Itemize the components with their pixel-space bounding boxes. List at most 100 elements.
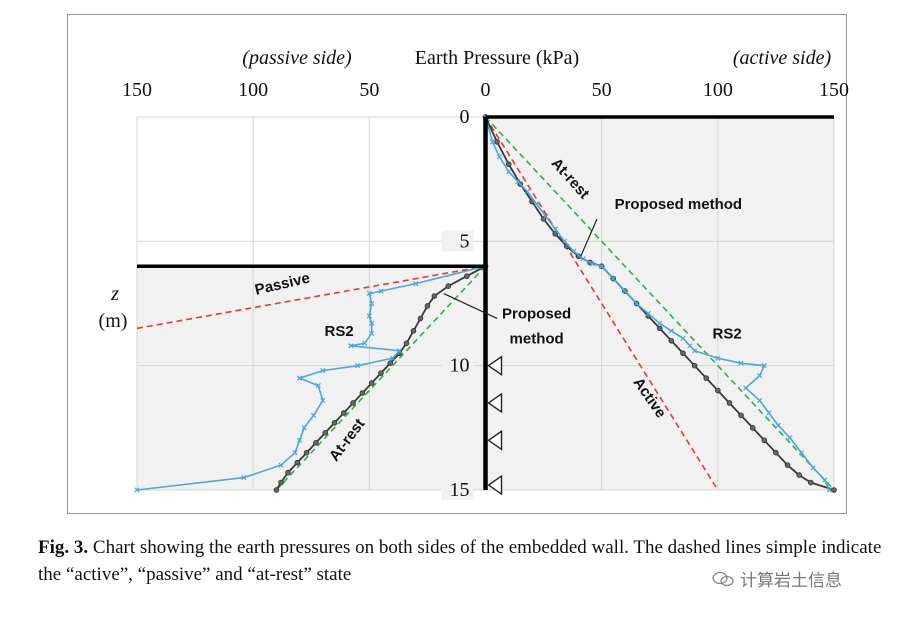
- data-point: [278, 462, 284, 468]
- data-point: [315, 382, 321, 389]
- support-markers: [487, 355, 503, 496]
- data-point: [668, 337, 675, 344]
- leader-line-passive: [443, 293, 498, 319]
- data-point: [320, 397, 326, 404]
- data-point: [787, 435, 793, 441]
- data-point: [657, 320, 663, 327]
- data-point: [757, 397, 763, 404]
- y-tick-label: 10: [450, 355, 470, 377]
- data-point: [761, 363, 767, 369]
- data-point: [396, 348, 403, 354]
- data-point: [350, 400, 356, 406]
- series-line: [275, 265, 487, 491]
- data-point: [417, 315, 424, 322]
- tick-labels: 150 100 50 0 50 100 150 0 5 10 15: [122, 79, 849, 501]
- data-point: [489, 139, 496, 145]
- data-point: [656, 325, 663, 332]
- data-point: [285, 469, 291, 476]
- data-point: [680, 335, 686, 341]
- data-point: [749, 425, 756, 431]
- data-point: [552, 231, 558, 237]
- data-point: [757, 372, 763, 379]
- data-point: [580, 256, 586, 262]
- data-point: [340, 410, 347, 416]
- data-point: [726, 400, 733, 406]
- data-point: [413, 280, 419, 287]
- y-axis-variable: z: [110, 283, 119, 305]
- data-point: [691, 348, 698, 354]
- data-point: [292, 450, 298, 456]
- series-active: [484, 116, 719, 491]
- series-line: [484, 116, 835, 491]
- data-point: [645, 310, 651, 317]
- data-point: [807, 479, 814, 486]
- data-point: [496, 154, 503, 160]
- data-point: [403, 340, 410, 347]
- x-tick-label: 100: [238, 79, 268, 101]
- data-point: [331, 420, 338, 426]
- annotation-label: Proposed: [502, 305, 571, 322]
- data-point: [552, 226, 558, 232]
- annotation-label: RS2: [325, 323, 354, 340]
- data-point: [524, 188, 530, 195]
- data-point: [320, 368, 326, 374]
- data-point: [366, 290, 372, 297]
- series-rs2-active-side: [482, 114, 832, 493]
- data-point: [505, 161, 512, 168]
- data-point: [831, 487, 837, 493]
- y-tick-bg: [441, 354, 474, 376]
- data-point: [369, 320, 375, 327]
- data-point: [775, 422, 781, 428]
- chart-title: Earth Pressure (kPa): [415, 47, 579, 69]
- data-point: [294, 459, 301, 466]
- caption-fig-label: Fig. 3.: [38, 537, 89, 558]
- series-at-rest-passive-side: [275, 265, 487, 491]
- y-tick-label: 5: [460, 230, 470, 252]
- data-point: [633, 300, 640, 307]
- support-marker-3: [487, 474, 503, 496]
- series-line: [136, 265, 486, 330]
- data-point: [297, 375, 303, 381]
- data-point: [691, 362, 698, 369]
- watermark: 计算岩土信息: [712, 566, 842, 591]
- data-point: [533, 201, 540, 207]
- passive-soil-shade: [137, 266, 486, 490]
- x-tick-label: 150: [819, 79, 849, 101]
- x-tick-label: 100: [703, 79, 733, 101]
- leader-line-active: [580, 218, 598, 257]
- data-point: [622, 288, 628, 294]
- annotation-label: Proposed method: [615, 196, 743, 213]
- data-point: [561, 238, 568, 244]
- annotation-label: RS2: [713, 325, 742, 342]
- data-point: [715, 387, 721, 394]
- x-tick-label: 50: [359, 79, 379, 101]
- data-point: [366, 313, 372, 319]
- data-point: [134, 487, 140, 493]
- support-marker-0: [487, 355, 503, 377]
- x-tick-label: 50: [592, 79, 612, 101]
- y-tick-label: 0: [460, 106, 470, 128]
- caption-text: Chart showing the earth pressures on bot…: [38, 537, 882, 585]
- data-point: [273, 487, 280, 493]
- data-point: [297, 437, 303, 443]
- data-point: [445, 283, 452, 289]
- y-tick-bg: [441, 230, 474, 252]
- data-point: [610, 276, 616, 282]
- data-point: [369, 300, 375, 307]
- data-point: [687, 343, 693, 349]
- support-marker-1: [487, 392, 503, 414]
- y-tick-bg: [441, 479, 474, 500]
- data-point: [241, 474, 247, 481]
- data-point: [738, 360, 744, 366]
- data-point: [464, 273, 470, 279]
- x-tick-label: 0: [481, 79, 491, 101]
- data-point: [796, 472, 802, 478]
- data-point: [348, 343, 354, 349]
- data-point: [738, 412, 744, 419]
- data-point: [822, 477, 828, 483]
- data-point: [303, 449, 310, 456]
- data-point: [715, 355, 721, 361]
- data-point: [389, 355, 396, 361]
- data-point: [378, 288, 384, 294]
